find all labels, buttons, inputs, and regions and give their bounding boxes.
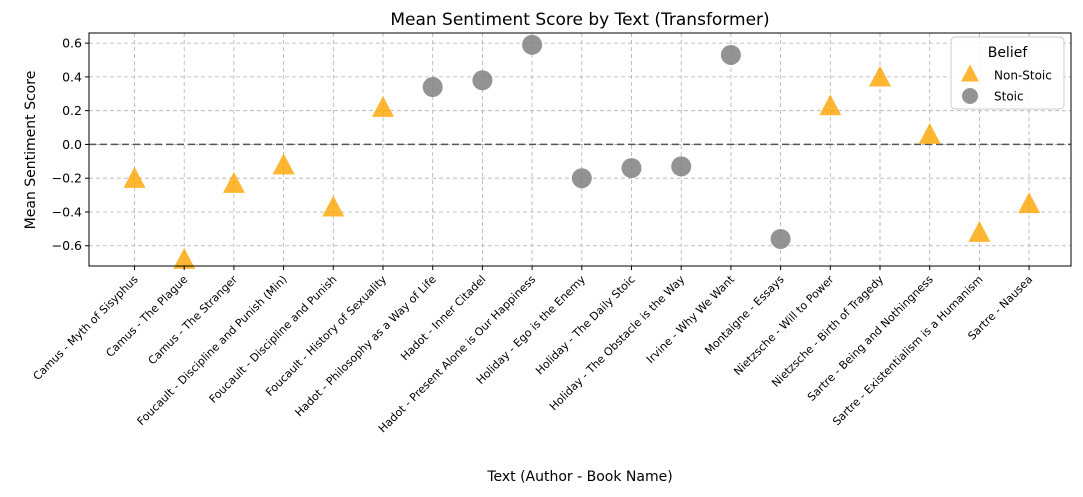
legend-marker-non-stoic <box>961 64 979 82</box>
stoic-point <box>621 158 642 179</box>
legend-label: Stoic <box>994 90 1024 104</box>
non-stoic-point <box>272 153 295 175</box>
plot-frame <box>88 32 1072 267</box>
x-tick-label: Irvine - Why We Want <box>644 272 738 366</box>
y-axis-ticks: −0.6 −0.4 −0.2 0.0 0.2 0.4 0.6 <box>52 36 89 253</box>
stoic-point <box>671 156 692 177</box>
x-tick-label: Camus - The Plague <box>103 273 190 360</box>
grid <box>89 33 1071 266</box>
non-stoic-point <box>123 166 146 188</box>
non-stoic-point <box>918 123 941 144</box>
non-stoic-point <box>222 171 245 193</box>
legend: Belief Non-Stoic Stoic <box>950 36 1065 110</box>
non-stoic-point <box>372 96 394 117</box>
y-tick-label: 0.6 <box>62 36 82 51</box>
x-tick-label: Nietzsche - Will to Power <box>731 273 836 378</box>
data-points <box>123 34 1041 269</box>
x-tick-label: Holiday - The Daily Stoic <box>533 273 637 377</box>
y-tick-label: −0.4 <box>52 204 82 219</box>
y-tick-label: 0.0 <box>62 137 82 152</box>
stoic-point <box>720 44 741 65</box>
stoic-point <box>472 70 493 91</box>
non-stoic-point <box>819 94 842 116</box>
stoic-point <box>422 77 443 98</box>
non-stoic-point <box>173 247 196 269</box>
non-stoic-point <box>1018 192 1041 214</box>
y-tick-label: 0.2 <box>62 103 82 118</box>
y-tick-label: −0.2 <box>52 171 82 186</box>
x-tick-label: Camus - The Stranger <box>146 273 241 368</box>
y-axis-label: Mean Sentiment Score <box>23 71 39 230</box>
non-stoic-point <box>968 220 991 242</box>
non-stoic-point <box>869 65 891 87</box>
legend-box <box>950 36 1065 110</box>
legend-label: Non-Stoic <box>994 69 1052 83</box>
y-tick-label: 0.4 <box>62 69 82 84</box>
stoic-point <box>522 34 543 55</box>
y-tick-label: −0.6 <box>52 238 82 253</box>
non-stoic-point <box>322 195 345 217</box>
x-tick-label: Hadot - Inner Citadel <box>398 273 488 363</box>
x-axis-label: Text (Author - Book Name) <box>486 469 672 485</box>
x-tick-label: Camus - Myth of Sisyphus <box>31 273 141 383</box>
legend-title: Belief <box>988 45 1029 61</box>
legend-marker-stoic <box>962 88 978 104</box>
chart-title: Mean Sentiment Score by Text (Transforme… <box>390 10 769 30</box>
stoic-point <box>770 228 791 249</box>
stoic-point <box>571 168 592 189</box>
